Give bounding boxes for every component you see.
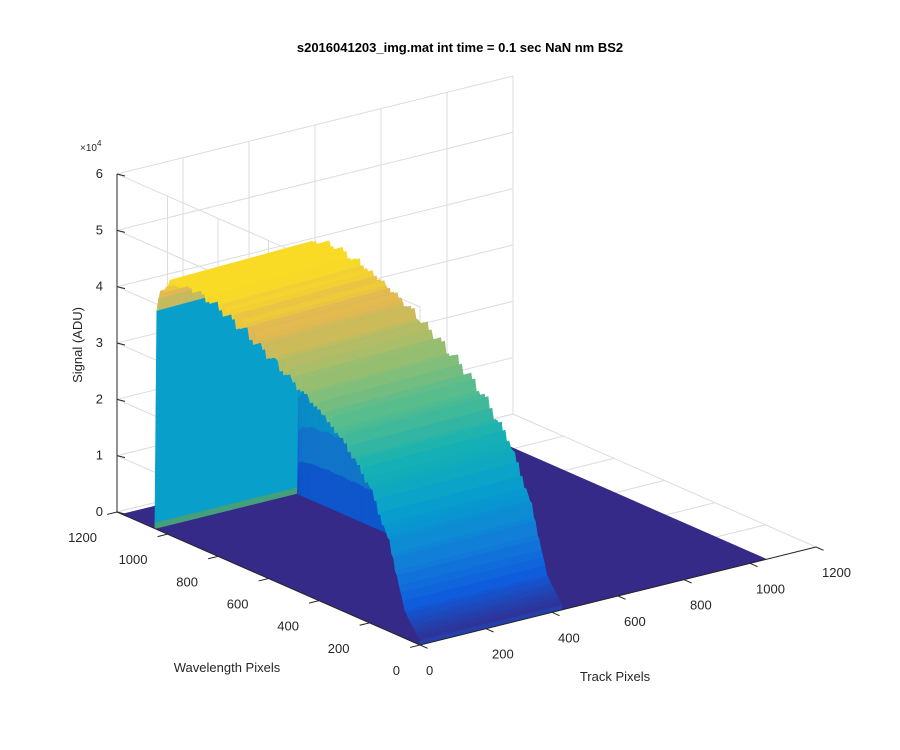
x-tick-label: 400	[558, 630, 580, 645]
z-tick-mark	[116, 455, 126, 459]
y-tick-mark	[359, 622, 370, 626]
z-tick-label: 5	[96, 222, 103, 237]
x-tick-mark	[551, 611, 560, 617]
x-tick-mark	[683, 579, 692, 584]
y-tick-label: 0	[393, 663, 400, 678]
y-tick-mark	[207, 555, 219, 560]
x-tick-label: 1200	[822, 565, 851, 580]
y-tick-label: 1200	[68, 530, 97, 545]
z-tick-label: 1	[96, 448, 103, 463]
y-tick-label: 1000	[119, 552, 148, 567]
y-tick-label: 400	[277, 619, 299, 634]
z-tick-mark	[116, 286, 126, 290]
x-tick-mark	[419, 644, 428, 649]
y-tick-mark	[258, 578, 269, 582]
y-tick-mark	[106, 511, 118, 515]
x-tick-label: 200	[492, 647, 514, 662]
grid-line	[116, 188, 514, 288]
x-tick-label: 600	[624, 614, 646, 629]
y-tick-label: 200	[328, 641, 350, 656]
y-tick-mark	[409, 644, 421, 648]
z-tick-label: 3	[96, 335, 103, 350]
y-axis-label: Wavelength Pixels	[174, 660, 281, 675]
x-axis-label: Track Pixels	[580, 669, 651, 684]
z-exponent-label: ×104	[80, 139, 102, 154]
x-tick-mark	[749, 562, 758, 568]
grid-line	[116, 131, 514, 231]
y-tick-mark	[157, 533, 168, 538]
z-tick-mark	[116, 342, 126, 346]
x-tick-mark	[485, 628, 494, 633]
x-tick-label: 0	[426, 663, 433, 678]
z-tick-mark	[116, 511, 126, 515]
x-tick-mark	[815, 546, 824, 551]
z-tick-label: 4	[96, 279, 103, 294]
y-tick-mark	[308, 600, 320, 604]
x-tick-mark	[617, 595, 626, 600]
z-tick-label: 0	[96, 504, 103, 519]
z-tick-mark	[116, 173, 126, 177]
surface-back-edge	[154, 487, 298, 529]
z-axis-label: Signal (ADU)	[70, 307, 85, 383]
z-tick-label: 6	[96, 166, 103, 181]
x-tick-label: 800	[690, 598, 712, 613]
z-tick-mark	[116, 398, 126, 402]
tick-labels: 0200400600800100012000200400600800100012…	[68, 166, 851, 678]
x-tick-label: 1000	[756, 581, 785, 596]
surface	[121, 240, 768, 646]
chart-title: s2016041203_img.mat int time = 0.1 sec N…	[297, 40, 623, 55]
axes-box	[106, 173, 824, 649]
y-tick-label: 800	[176, 574, 198, 589]
z-tick-mark	[116, 229, 126, 233]
y-tick-label: 600	[227, 597, 249, 612]
grid-line	[116, 75, 514, 175]
z-tick-label: 2	[96, 391, 103, 406]
